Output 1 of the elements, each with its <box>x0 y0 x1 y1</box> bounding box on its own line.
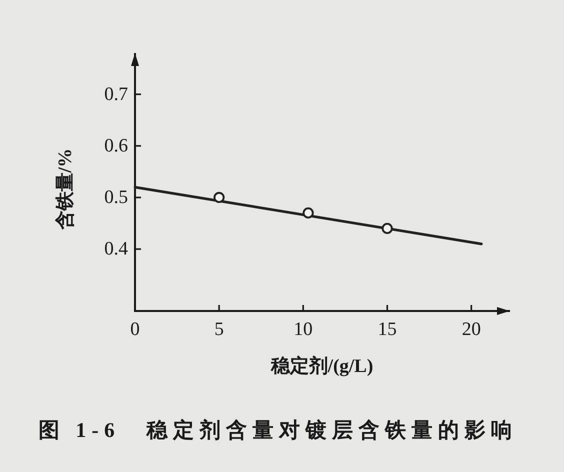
title: 图 1-6 稳定剂含量对镀层含铁量的影响 <box>38 418 518 442</box>
